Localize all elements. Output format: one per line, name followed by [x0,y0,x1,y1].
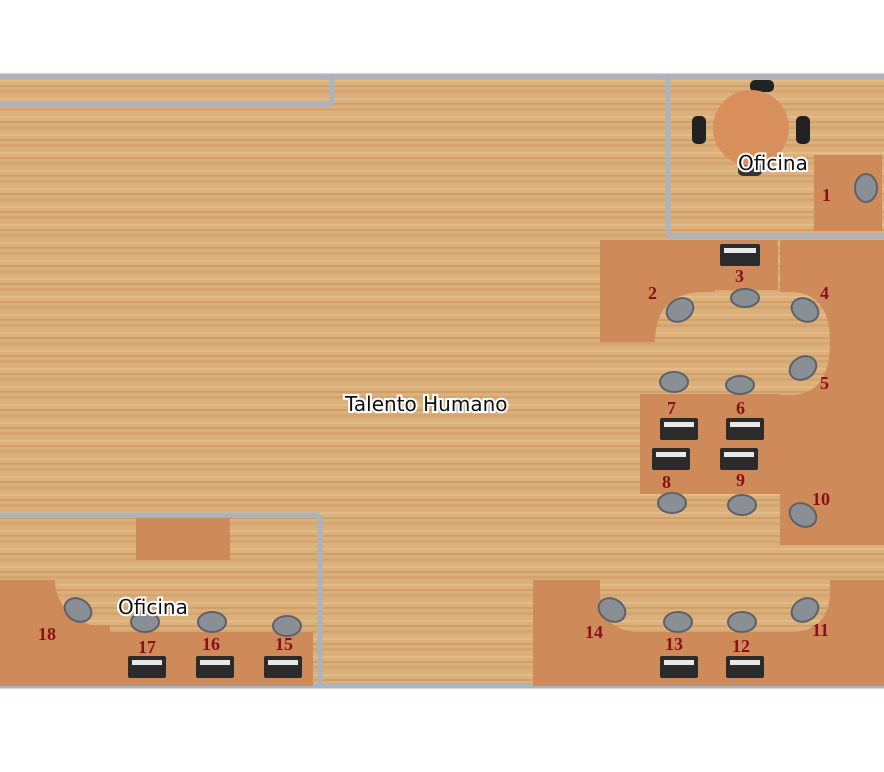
desk-block-center [640,394,780,494]
room-label-office-bottom: Oficina [118,595,188,619]
seat-number-6: 6 [736,398,745,418]
room-label-main: Talento Humano [344,392,508,416]
meeting-table [692,80,810,176]
seat-number-4: 4 [820,283,829,303]
seat-number-5: 5 [820,373,829,393]
room-label-office-top: Oficina [738,151,808,175]
seat-number-11: 11 [812,620,829,640]
monitor-screens [132,248,760,665]
seat-number-16: 16 [202,634,220,654]
seat-number-18: 18 [38,624,56,644]
seat-number-7: 7 [667,398,676,418]
counter-curve-top [655,292,830,395]
seat-number-13: 13 [665,634,683,654]
seat-number-15: 15 [275,634,293,654]
seat-number-3: 3 [735,266,744,286]
chairs [63,173,878,637]
seat-number-8: 8 [662,472,671,492]
seat-number-12: 12 [732,636,750,656]
seat-number-2: 2 [648,283,657,303]
seat-number-10: 10 [812,489,830,509]
counter-curve-bottom [600,545,830,632]
seat-number-17: 17 [138,637,156,657]
seat-number-9: 9 [736,470,745,490]
seat-number-1: 1 [822,185,831,205]
seat-number-14: 14 [585,622,603,642]
shelf [136,518,230,560]
